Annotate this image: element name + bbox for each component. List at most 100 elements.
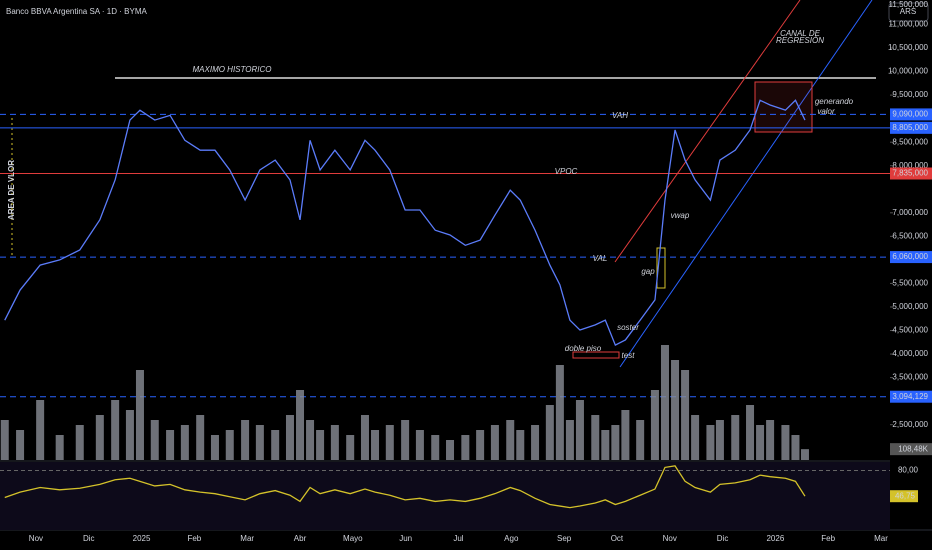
volume-bar — [706, 425, 715, 460]
gap-box — [656, 247, 666, 289]
level-label: 9,090,000 — [892, 110, 928, 119]
volume-bar — [241, 420, 250, 460]
volume-bar — [611, 425, 620, 460]
volume-bar — [575, 400, 584, 460]
x-tick-label: Sep — [557, 534, 572, 543]
annotation: gap — [641, 267, 655, 276]
volume-bar — [681, 370, 690, 460]
volume-bar — [135, 370, 144, 460]
y-tick-label: 3,500,000 — [892, 373, 928, 382]
y-tick-label: 5,500,000 — [892, 279, 928, 288]
volume-bar — [781, 425, 790, 460]
volume-bar — [636, 420, 645, 460]
volume-bar — [150, 420, 159, 460]
rsi-pane — [0, 462, 890, 530]
annotation: VPOC — [555, 167, 578, 176]
annotation: vwap — [671, 211, 690, 220]
x-tick-label: Nov — [29, 534, 43, 543]
volume-bar — [180, 425, 189, 460]
y-tick-label: 5,000,000 — [892, 302, 928, 311]
x-tick-label: Feb — [821, 534, 835, 543]
volume-bar — [591, 415, 600, 460]
volume-bar — [506, 420, 515, 460]
volume-bar — [36, 400, 45, 460]
volume-bar — [225, 430, 234, 460]
level-tag — [890, 108, 932, 121]
rsi-line — [4, 465, 806, 509]
level-tag — [890, 121, 932, 134]
currency-label[interactable]: ARS — [900, 7, 916, 16]
volume-bar — [490, 425, 499, 460]
volume-bar — [476, 430, 485, 460]
volume-bar — [621, 410, 630, 460]
volume-bar — [746, 405, 755, 460]
volume-bar — [650, 390, 659, 460]
volume-bar — [125, 410, 134, 460]
volume-bar — [766, 420, 775, 460]
volume-bar — [671, 360, 680, 460]
volume-bar — [296, 390, 305, 460]
annotation: AREA DE VLOR — [7, 160, 16, 220]
volume-bar — [800, 449, 809, 460]
y-tick-label: 10,000,000 — [888, 67, 929, 76]
level-tag — [890, 251, 932, 264]
y-tick-label: 9,500,000 — [892, 90, 928, 99]
volume-bar — [531, 425, 540, 460]
volume-bar — [306, 420, 315, 460]
annotation: VAL — [593, 254, 608, 263]
x-tick-label: Feb — [187, 534, 201, 543]
level-label: 7,835,000 — [892, 169, 928, 178]
volume-bar — [166, 430, 175, 460]
annotation: VAH — [612, 111, 628, 120]
volume-bar — [791, 435, 800, 460]
volume-bar — [401, 420, 410, 460]
annotation: doble piso — [565, 344, 602, 353]
x-tick-label: Oct — [611, 534, 624, 543]
y-tick-label: 4,000,000 — [892, 349, 928, 358]
volume-bar — [565, 420, 574, 460]
x-tick-label: Mar — [874, 534, 888, 543]
x-tick-label: Nov — [663, 534, 677, 543]
x-tick-label: 2026 — [766, 534, 784, 543]
volume-bar — [715, 420, 724, 460]
x-tick-label: Ago — [504, 534, 519, 543]
volume-bar — [271, 430, 280, 460]
volume-bar — [255, 425, 264, 460]
x-tick-label: Dic — [83, 534, 95, 543]
annotation: soster — [617, 323, 639, 332]
volume-bar — [446, 440, 455, 460]
annotation: valor — [817, 107, 835, 116]
y-tick-label: 4,500,000 — [892, 326, 928, 335]
chart-title: Banco BBVA Argentina SA · 1D · BYMA — [6, 7, 147, 16]
regression-upper — [614, 0, 801, 263]
volume-bar — [360, 415, 369, 460]
volume-bar — [95, 415, 104, 460]
x-tick-label: Dic — [717, 534, 729, 543]
volume-bar — [660, 345, 669, 460]
volume-bar — [55, 435, 64, 460]
volume-bar — [415, 430, 424, 460]
rsi-value-label: 46,75 — [895, 491, 916, 500]
volume-bar — [0, 420, 9, 460]
double-bottom-box — [572, 351, 620, 359]
volume-bar — [75, 425, 84, 460]
rsi-tick-label: 80,00 — [898, 466, 919, 475]
currency-button[interactable] — [888, 2, 929, 22]
y-tick-label: 11,500,000 — [889, 0, 929, 9]
x-tick-label: 2025 — [133, 534, 151, 543]
rsi-tag — [890, 490, 918, 503]
volume-label: 108,48K — [898, 444, 928, 453]
y-tick-label: 2,500,000 — [892, 420, 928, 429]
volume-bar — [210, 435, 219, 460]
x-tick-label: Jul — [453, 534, 463, 543]
y-tick-label: 10,500,000 — [888, 43, 929, 52]
volume-bar — [16, 430, 25, 460]
level-label: 6,060,000 — [892, 252, 928, 261]
x-tick-label: Jun — [399, 534, 412, 543]
annotation: REGRESIÓN — [776, 36, 824, 45]
volume-bar — [385, 425, 394, 460]
volume-bar — [731, 415, 740, 460]
volume-bar — [330, 425, 339, 460]
y-tick-label: 8,500,000 — [892, 137, 928, 146]
x-tick-label: Mayo — [343, 534, 363, 543]
